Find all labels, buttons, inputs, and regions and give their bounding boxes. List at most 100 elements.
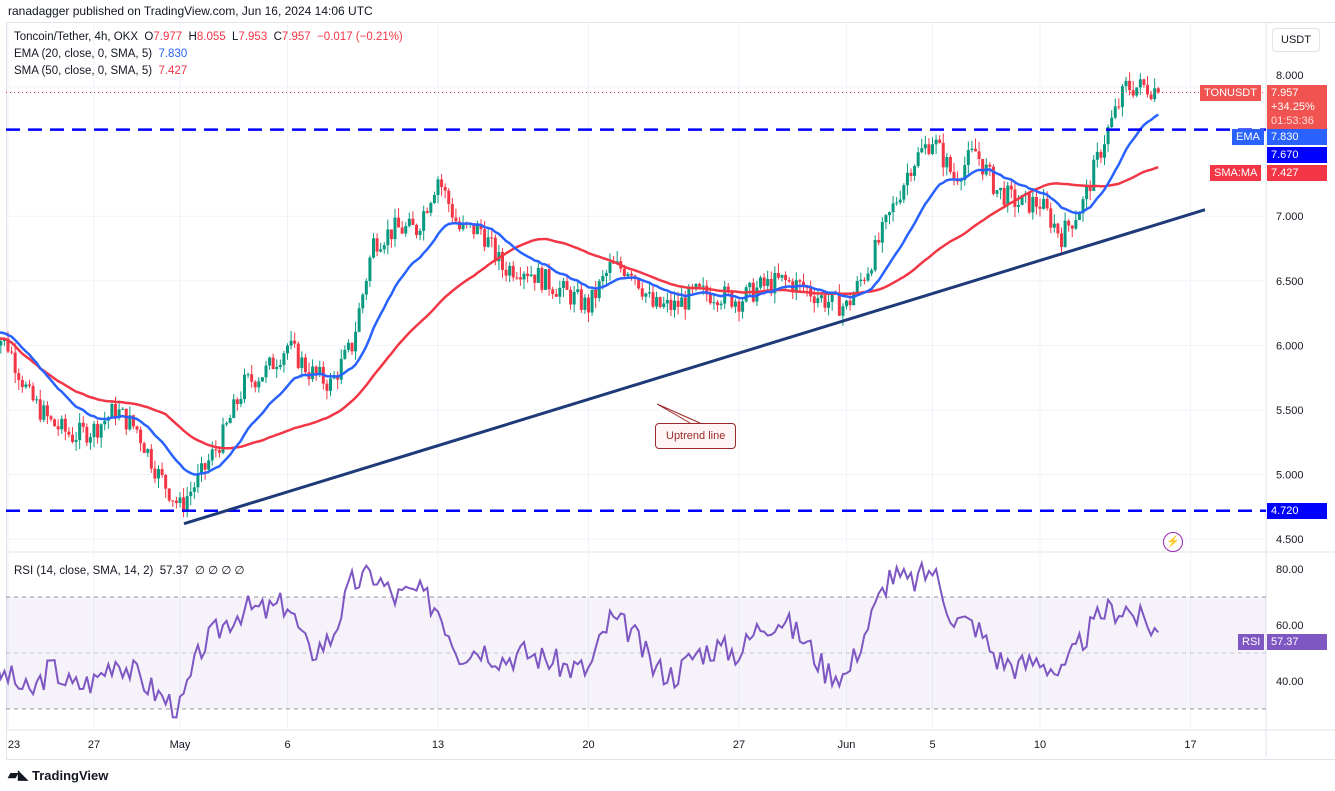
candle-body — [848, 300, 852, 306]
candle-body — [536, 267, 540, 283]
candle-body — [827, 301, 831, 308]
candle-body — [1060, 233, 1063, 247]
price-tick: 8.000 — [1276, 70, 1304, 82]
price-tick: 5.500 — [1276, 405, 1304, 417]
candle-body — [716, 302, 719, 306]
candle-body — [268, 357, 272, 366]
candle-body — [389, 229, 393, 240]
candle-body — [877, 239, 881, 243]
candle-body — [139, 429, 143, 444]
candle-body — [859, 279, 863, 282]
uptrend-annotation[interactable]: Uptrend line — [655, 423, 737, 449]
candle-body — [1013, 189, 1017, 207]
candle-body — [49, 416, 53, 420]
candle-body — [927, 144, 931, 154]
candle-body — [963, 165, 967, 181]
price-tick: 5.000 — [1276, 470, 1304, 482]
candle-body — [1124, 80, 1128, 87]
candle-body — [594, 289, 598, 299]
candle-body — [1017, 204, 1020, 207]
candle-body — [1156, 88, 1160, 93]
candle-body — [544, 269, 547, 290]
candle-body — [146, 449, 150, 453]
candle-body — [565, 281, 569, 290]
candle-body — [250, 374, 254, 382]
candle-body — [1088, 185, 1092, 191]
lightning-icon[interactable]: ⚡ — [1163, 532, 1183, 552]
candle-body — [683, 297, 687, 310]
rsi-line — [0, 559, 1160, 719]
candle-body — [78, 422, 82, 441]
candle-body — [278, 364, 282, 367]
price-tick: 4.500 — [1276, 534, 1304, 546]
candle-body — [651, 292, 655, 307]
candle-body — [1142, 79, 1146, 85]
candle-body — [6, 338, 10, 352]
candle-body — [1103, 144, 1106, 158]
candle-body — [318, 366, 322, 374]
candle-body — [479, 223, 483, 230]
tradingview-logo[interactable]: ▰◣ TradingView — [8, 767, 109, 783]
candle-body — [60, 418, 64, 430]
candle-body — [178, 497, 182, 503]
candle-body — [647, 292, 651, 294]
currency-button[interactable]: USDT — [1272, 28, 1320, 52]
level-upper-tag: 7.670 — [1267, 147, 1327, 163]
candle-body — [941, 142, 945, 168]
candle-body — [314, 366, 318, 374]
candle-body — [153, 468, 157, 479]
candle-body — [157, 469, 160, 479]
sma-label-tag: SMA:MA — [1210, 165, 1262, 181]
candle-body — [1128, 80, 1132, 91]
time-tick: 27 — [733, 739, 745, 751]
candle-body — [167, 488, 171, 501]
candle-body — [694, 283, 698, 290]
uptrend-line — [183, 208, 1206, 526]
candle-body — [28, 384, 31, 386]
candle-body — [920, 148, 924, 153]
symbol-tag: TONUSDT — [1200, 85, 1261, 101]
candle-body — [773, 272, 777, 294]
rsi-tick: 60.00 — [1276, 620, 1304, 632]
candle-body — [622, 268, 626, 277]
candle-body — [128, 415, 132, 430]
candle-body — [579, 289, 583, 310]
ema-value-tag: 7.830 — [1267, 129, 1327, 145]
candle-body — [210, 449, 214, 461]
candle-body — [24, 384, 28, 388]
candle-body — [1135, 87, 1139, 96]
candle-body — [296, 343, 300, 368]
candle-body — [812, 296, 816, 304]
candle-body — [117, 409, 121, 419]
candle-body — [1092, 159, 1096, 191]
candle-body — [131, 415, 135, 427]
candle-body — [203, 463, 207, 470]
candle-body — [1038, 206, 1042, 209]
candle-body — [895, 202, 899, 204]
candle-body — [200, 463, 203, 474]
candle-body — [31, 385, 35, 401]
candle-body — [504, 269, 508, 276]
candle-body — [275, 366, 279, 370]
candle-body — [99, 424, 103, 438]
candle-body — [701, 285, 705, 287]
rsi-value-tag: 57.37 — [1267, 634, 1327, 650]
price-tick: 6.500 — [1276, 276, 1304, 288]
candle-body — [583, 297, 587, 310]
sma-line — [0, 165, 1159, 450]
candle-body — [518, 277, 522, 280]
candle-body — [870, 270, 874, 274]
chart-frame — [6, 22, 1335, 760]
candle-body — [329, 378, 332, 391]
candle-body — [1002, 187, 1006, 206]
candle-body — [142, 443, 146, 453]
candle-body — [361, 294, 365, 309]
candle-body — [228, 417, 232, 424]
candle-body — [411, 218, 415, 225]
candle-body — [587, 297, 590, 313]
candle-body — [665, 299, 669, 304]
candle-body — [626, 273, 630, 277]
candle-body — [902, 185, 906, 200]
candle-body — [501, 251, 504, 270]
